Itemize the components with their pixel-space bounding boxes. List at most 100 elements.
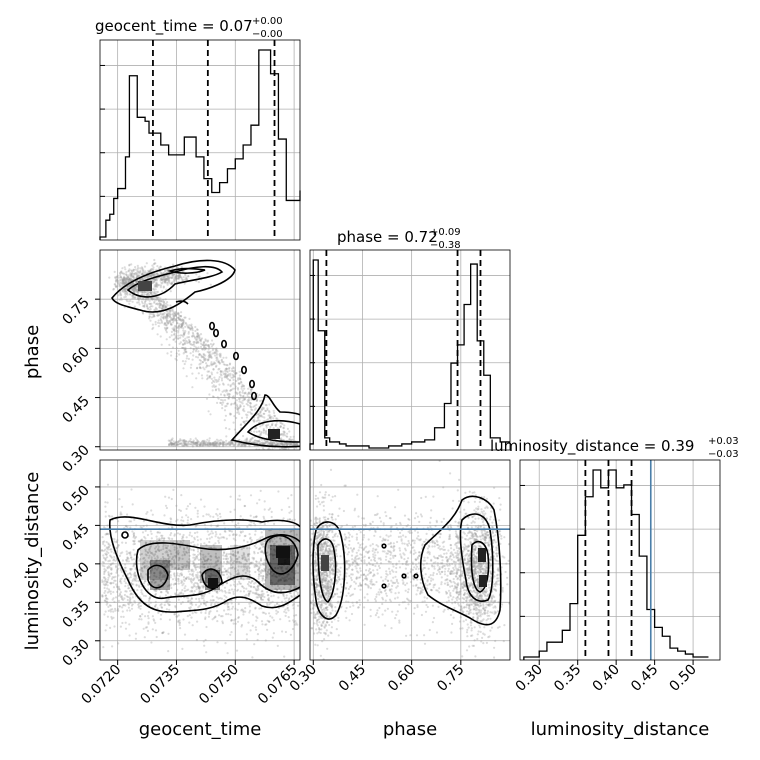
sample-point [182,333,186,336]
sample-point [237,571,240,574]
sample-point [185,596,188,599]
sample-point [162,307,165,310]
sample-point [171,442,175,446]
sample-point [189,352,192,355]
sample-point [176,572,179,575]
sample-point [182,329,185,332]
sample-point [242,434,245,438]
sample-point [198,587,201,590]
sample-point [232,381,235,385]
sample-point [195,555,198,558]
sample-point [132,296,135,299]
sample-point [146,551,149,554]
sample-point [170,323,173,326]
sample-point [209,443,212,446]
sample-point [255,589,258,592]
sample-point [125,277,129,280]
sample-point [232,533,235,537]
sample-point [207,574,210,577]
sample-point [127,278,130,281]
sample-point [139,572,142,576]
sample-point [220,379,224,382]
sample-point [148,554,151,557]
sample-point [115,275,118,278]
sample-point [208,537,211,540]
sample-point [228,395,231,398]
sample-point [159,299,162,302]
sample-point [219,355,222,358]
sample-point [193,611,197,614]
sample-point [194,441,197,444]
sample-point [266,442,269,445]
sample-point [235,403,238,406]
sample-point [177,324,180,327]
sample-point [118,282,121,286]
sample-point [226,374,229,377]
sample-point [175,319,179,322]
sample-point [174,334,177,337]
sample-point [147,291,151,294]
sample-point [277,567,280,570]
sample-point [271,581,274,585]
sample-point [264,441,267,444]
sample-point [125,280,128,283]
sample-point [237,382,240,385]
sample-point [109,608,112,611]
sample-point [135,583,138,586]
sample-point [132,573,135,576]
sample-point [198,443,201,446]
sample-point [211,381,214,384]
sample-point [316,517,319,521]
sample-point [136,296,139,299]
sample-point [172,440,175,443]
sample-point [210,546,213,549]
sample-point [233,369,236,372]
sample-point [225,573,229,576]
sample-point [155,635,158,639]
sample-point [183,552,186,555]
sample-point [191,343,194,346]
sample-point [229,573,232,576]
sample-point [221,622,224,625]
sample-point [166,277,169,280]
sample-point [122,279,125,282]
sample-point [252,558,255,561]
sample-point [258,561,261,564]
sample-point [166,592,170,595]
sample-point [236,550,240,553]
sample-point [154,553,157,556]
sample-point [181,324,184,327]
sample-point [127,603,131,606]
sample-point [181,322,184,325]
sample-point [178,593,181,596]
sample-point [173,572,176,575]
sample-point [177,577,180,580]
sample-point [268,442,271,445]
sample-point [169,313,172,316]
sample-point [134,288,137,291]
sample-point [253,643,256,646]
sample-point [236,588,240,591]
sample-point [200,337,204,340]
sample-point [263,582,266,586]
sample-point [149,571,152,574]
sample-point [129,526,132,529]
sample-point [173,443,176,446]
sample-point [232,590,235,593]
sample-point [162,631,165,634]
sample-point [200,355,203,358]
sample-point [196,512,199,515]
sample-point [252,557,256,560]
sample-point [145,298,148,301]
sample-point [119,595,123,599]
sample-point [231,442,234,445]
sample-point [204,354,207,357]
sample-point [327,595,330,598]
sample-point [266,604,269,607]
sample-point [259,411,262,415]
sample-point [282,443,285,446]
sample-point [105,546,108,549]
sample-point [113,579,116,582]
sample-point [215,356,219,359]
sample-point [204,442,207,445]
